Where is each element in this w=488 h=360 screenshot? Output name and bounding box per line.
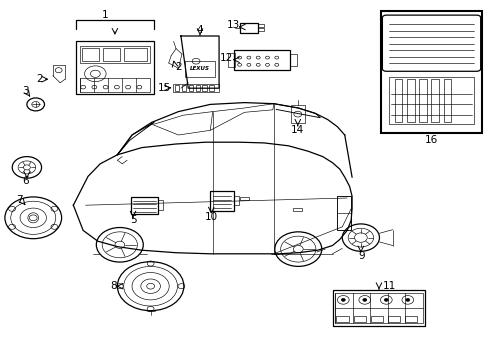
Bar — [387, 316, 399, 322]
Text: 3: 3 — [22, 86, 29, 96]
Text: 7: 7 — [16, 195, 23, 205]
Text: 16: 16 — [424, 135, 437, 145]
Bar — [80, 46, 150, 63]
Circle shape — [362, 298, 366, 301]
Bar — [80, 78, 150, 92]
Bar — [210, 191, 233, 211]
Text: 10: 10 — [204, 212, 217, 222]
Text: LEXUS: LEXUS — [190, 66, 209, 71]
Bar — [290, 105, 304, 123]
Bar — [334, 293, 422, 323]
Text: 12: 12 — [220, 53, 233, 63]
Text: 11: 11 — [382, 281, 396, 291]
Bar — [182, 85, 186, 91]
Bar — [404, 316, 416, 322]
Bar — [233, 50, 289, 70]
Bar — [332, 290, 425, 326]
Bar — [184, 61, 215, 77]
Circle shape — [341, 298, 345, 301]
Text: 2: 2 — [175, 62, 182, 72]
Bar — [394, 79, 402, 122]
Bar — [443, 79, 450, 122]
Bar — [227, 53, 234, 67]
Text: 6: 6 — [22, 176, 29, 186]
Bar — [289, 54, 297, 66]
Circle shape — [384, 298, 387, 301]
Text: 13: 13 — [226, 20, 240, 30]
Bar — [388, 77, 473, 124]
Bar — [175, 85, 179, 91]
Bar — [370, 316, 382, 322]
Bar — [239, 197, 249, 200]
Text: 2: 2 — [36, 74, 42, 84]
Bar — [81, 48, 99, 61]
Text: 5: 5 — [129, 215, 136, 225]
Bar — [233, 196, 238, 205]
Bar — [123, 48, 147, 61]
Bar — [258, 24, 264, 27]
Bar — [353, 316, 365, 322]
Bar — [258, 28, 264, 31]
Bar — [418, 79, 426, 122]
Bar — [209, 85, 213, 91]
Bar — [188, 85, 193, 91]
Text: 15: 15 — [158, 83, 171, 93]
Bar — [239, 23, 258, 33]
Text: 9: 9 — [358, 251, 365, 261]
Text: 8: 8 — [110, 281, 117, 291]
Bar — [430, 79, 438, 122]
Circle shape — [405, 298, 409, 301]
Bar — [202, 85, 206, 91]
Bar — [293, 208, 302, 211]
Bar — [406, 79, 414, 122]
Bar — [337, 196, 350, 230]
Bar — [158, 200, 163, 210]
Bar — [76, 41, 154, 94]
Bar — [336, 316, 348, 322]
Bar — [195, 85, 200, 91]
Bar — [102, 48, 120, 61]
Text: 4: 4 — [196, 24, 203, 35]
Text: 14: 14 — [290, 125, 304, 135]
Text: 1: 1 — [102, 10, 109, 20]
Bar — [131, 197, 158, 214]
Bar — [381, 11, 481, 133]
Bar — [172, 84, 219, 92]
